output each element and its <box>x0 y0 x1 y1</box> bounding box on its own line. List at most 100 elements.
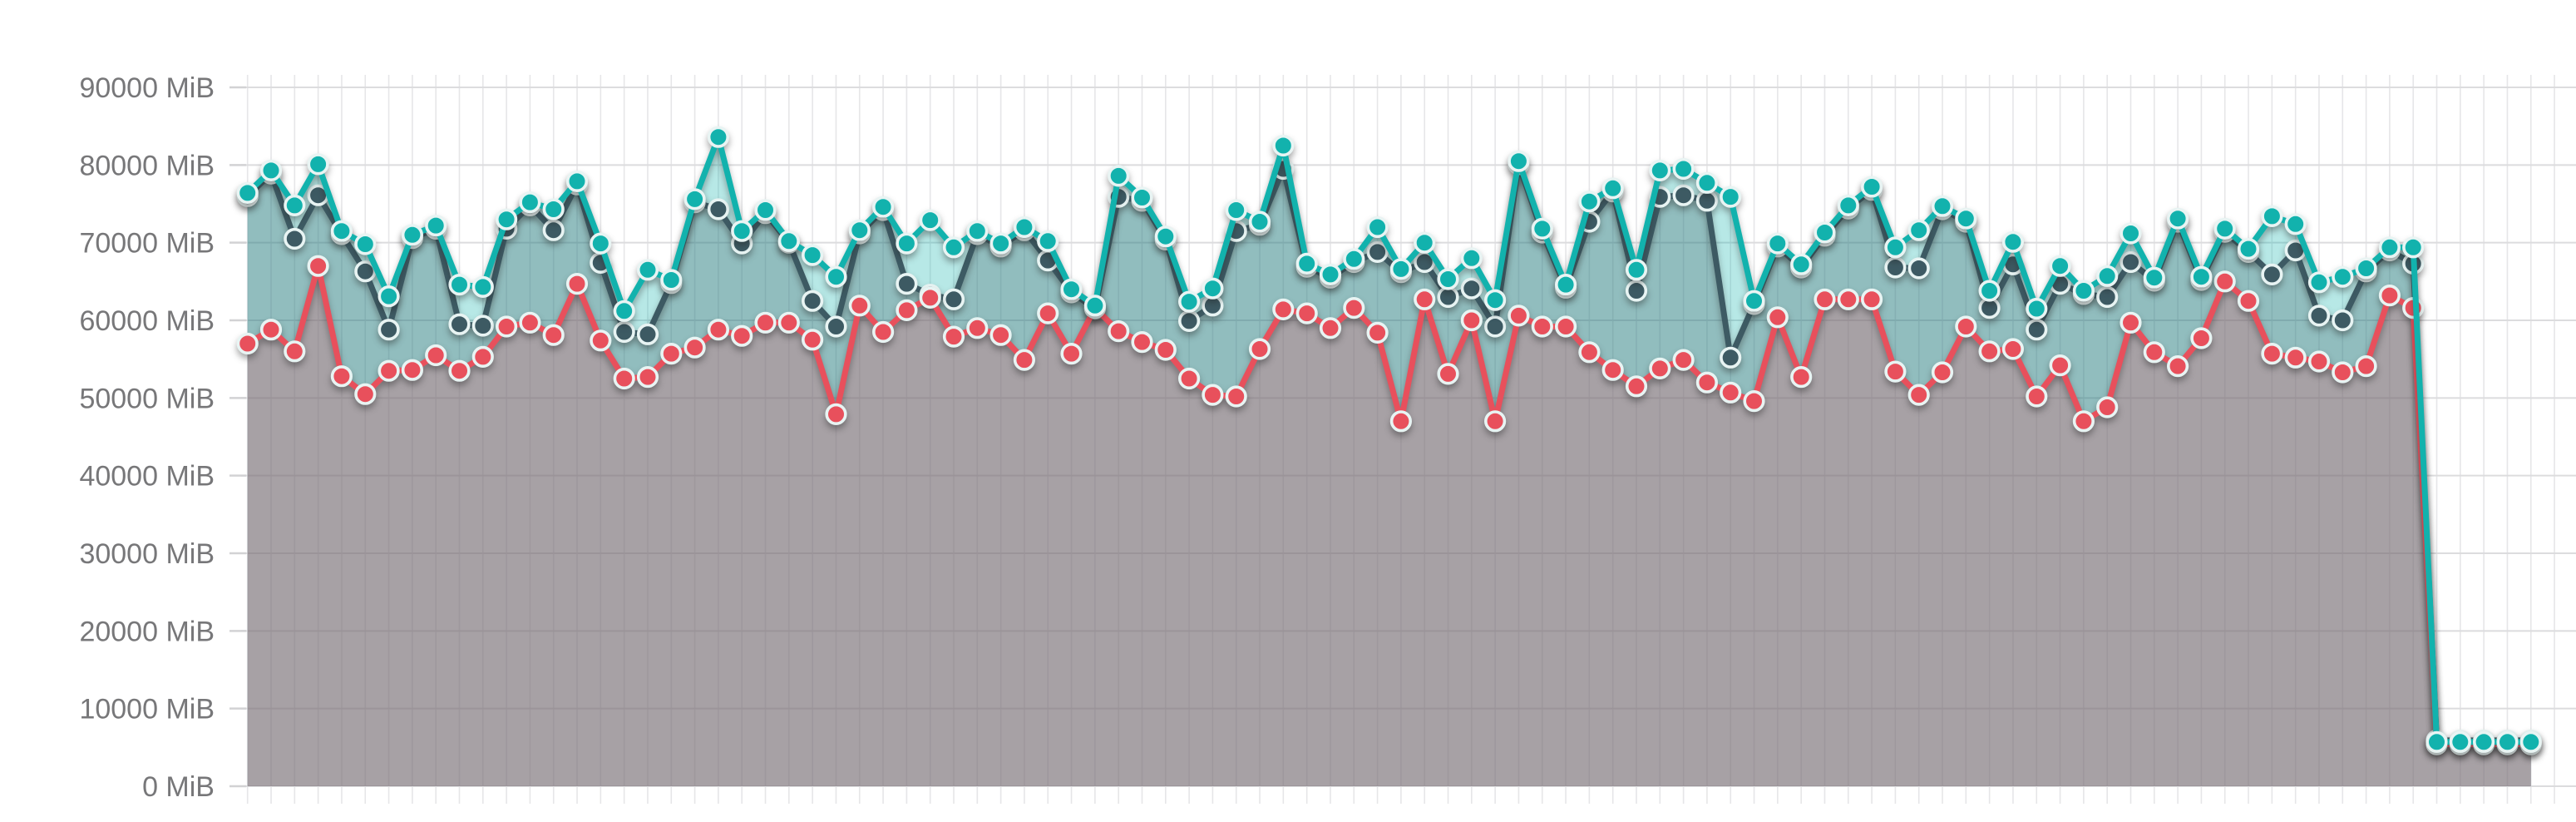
y-axis-label: 90000 MiB <box>79 72 215 104</box>
series-teal-point <box>2001 230 2024 253</box>
series-teal-point <box>330 220 353 242</box>
series-teal-point <box>2190 265 2213 288</box>
series-red-point <box>825 403 847 426</box>
series-slate-point <box>825 315 847 338</box>
series-red-point <box>2190 327 2213 349</box>
series-teal-point <box>1272 134 1295 157</box>
series-teal-point <box>448 274 471 296</box>
series-slate-point <box>471 314 494 337</box>
series-red-point <box>1248 338 1271 360</box>
series-red-point <box>378 359 400 382</box>
series-slate-point <box>896 273 918 295</box>
series-slate-point <box>1625 280 1648 302</box>
series-teal-point <box>1978 280 2001 302</box>
series-teal-point <box>1531 217 1553 240</box>
series-red-point <box>754 311 777 334</box>
series-red-point <box>471 345 494 369</box>
series-teal-point <box>1578 191 1601 213</box>
series-teal-point <box>2213 217 2236 240</box>
series-red-point <box>2213 270 2236 293</box>
series-slate-point <box>2307 305 2331 327</box>
series-teal-point <box>2261 205 2283 227</box>
y-axis-label: 80000 MiB <box>79 150 215 181</box>
series-red-point <box>919 286 941 309</box>
series-red-point <box>1366 321 1389 344</box>
series-red-point <box>966 317 989 339</box>
area-fill-red <box>247 265 2531 786</box>
y-axis-label: 40000 MiB <box>79 461 215 493</box>
series-red-point <box>613 367 635 390</box>
series-red-point <box>801 329 824 351</box>
series-teal-point <box>495 208 518 230</box>
series-red-point <box>1295 302 1318 324</box>
series-red-point <box>1154 339 1177 361</box>
series-red-point <box>1389 410 1412 433</box>
series-red-point <box>542 324 565 346</box>
series-red-point <box>1649 357 1671 380</box>
series-red-point <box>1060 343 1083 365</box>
series-slate-point <box>542 219 565 241</box>
series-teal-point <box>2519 730 2542 753</box>
series-slate-point <box>2120 250 2142 274</box>
series-teal-point <box>1343 248 1365 270</box>
series-red-point <box>1601 359 1624 381</box>
series-teal-point <box>1790 253 1813 275</box>
series-red-point <box>1013 349 1035 371</box>
series-red-point <box>2284 346 2307 369</box>
series-red-point <box>2143 341 2165 364</box>
series-red-point <box>848 295 871 317</box>
series-teal-point <box>1814 221 1836 244</box>
series-teal-point <box>1837 194 1859 216</box>
series-slate-point <box>1366 240 1389 264</box>
series-red-point <box>1931 361 1954 384</box>
series-slate-point <box>1695 190 1718 212</box>
series-teal-point <box>707 126 730 148</box>
series-red-point <box>1037 302 1059 324</box>
series-teal-point <box>1414 231 1436 254</box>
series-red-point <box>2355 355 2377 378</box>
y-axis-ticks <box>229 86 246 788</box>
series-slate-point <box>801 290 824 312</box>
series-teal-point <box>542 198 565 220</box>
series-teal-point <box>1554 274 1577 296</box>
series-teal-point <box>1672 157 1695 181</box>
series-red-point <box>1578 341 1601 364</box>
series-slate-point <box>2261 263 2283 286</box>
series-teal-point <box>259 159 283 181</box>
series-red-point <box>1177 367 1201 390</box>
series-red-point <box>1978 340 2001 363</box>
series-red-point <box>1907 384 1930 406</box>
series-teal-point <box>1695 171 1718 194</box>
series-teal-point <box>1720 186 1742 208</box>
series-teal-point <box>1437 268 1459 290</box>
series-red-point <box>1108 320 1130 343</box>
series-teal-point <box>2378 236 2401 259</box>
series-slate-point <box>613 320 635 344</box>
series-slate-point <box>378 319 400 341</box>
series-teal-point <box>425 215 447 237</box>
series-teal-point <box>471 275 494 299</box>
series-teal-point <box>731 220 753 242</box>
series-red-point <box>1483 410 1507 433</box>
series-teal-point <box>1743 290 1765 312</box>
series-red-point <box>2120 311 2142 334</box>
series-red-point <box>1202 384 1224 406</box>
series-teal-point <box>825 265 847 288</box>
series-slate-point <box>1483 315 1507 338</box>
series-slate-point <box>1720 346 1742 369</box>
series-teal-point <box>1389 258 1412 280</box>
series-teal-point <box>378 285 400 308</box>
series-teal-point <box>307 153 329 176</box>
series-teal-point <box>848 219 871 241</box>
series-slate-point <box>1884 256 1907 279</box>
series-teal-point <box>2473 730 2495 753</box>
series-teal-point <box>1460 247 1483 270</box>
series-teal-point <box>1013 215 1035 239</box>
series-red-point <box>1790 366 1813 389</box>
series-red-point <box>636 366 659 389</box>
series-teal-point <box>989 232 1012 255</box>
series-red-point <box>2378 285 2401 307</box>
series-slate-point <box>284 227 306 250</box>
series-teal-point <box>1483 289 1507 311</box>
